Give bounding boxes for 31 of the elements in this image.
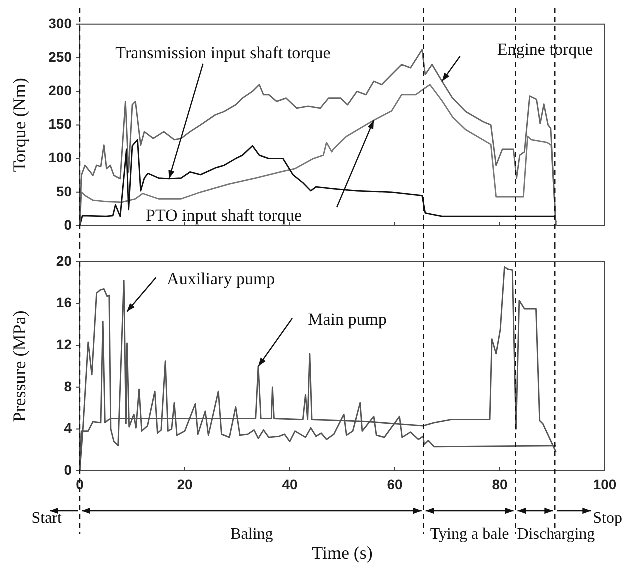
y-axis-title: Pressure (MPa) [10, 310, 30, 422]
y-tick-label: 200 [48, 82, 72, 98]
y-tick-label: 12 [56, 336, 72, 352]
x-tick-label: 20 [177, 476, 193, 492]
series-label: PTO input shaft torque [146, 206, 302, 225]
y-tick-label: 16 [56, 294, 72, 311]
y-tick-label: 20 [56, 252, 72, 269]
x-tick-label: 100 [593, 476, 617, 492]
x-tick-label: 80 [492, 476, 508, 492]
text: Tying a bale [430, 526, 510, 544]
series-label: Main pump [308, 310, 387, 329]
text: Transmission input shaft torque [116, 43, 331, 62]
x-tick-label: 40 [282, 476, 298, 492]
text: Discharging [517, 526, 596, 544]
ref-line-label: Start [32, 510, 63, 528]
y-tick-label: 8 [64, 378, 72, 394]
y-tick-label: 50 [56, 183, 72, 200]
x-tick-label: 60 [387, 476, 403, 492]
ref-line-label: Stop [593, 510, 622, 528]
y-tick-label: 150 [48, 116, 72, 132]
y-tick-label: 0 [64, 216, 72, 233]
x-axis-title: Time (s) [312, 542, 373, 563]
text: Engine torque [497, 40, 594, 59]
y-tick-label: 0 [64, 462, 72, 478]
y-axis-title: Torque (Nm) [10, 78, 30, 172]
y-tick-label: 250 [48, 48, 72, 65]
text: Baling [230, 526, 274, 544]
y-tick-label: 100 [48, 150, 72, 166]
text: Auxiliary pump [167, 269, 276, 288]
y-tick-label: 300 [48, 15, 72, 32]
y-tick-label: 4 [64, 420, 72, 436]
